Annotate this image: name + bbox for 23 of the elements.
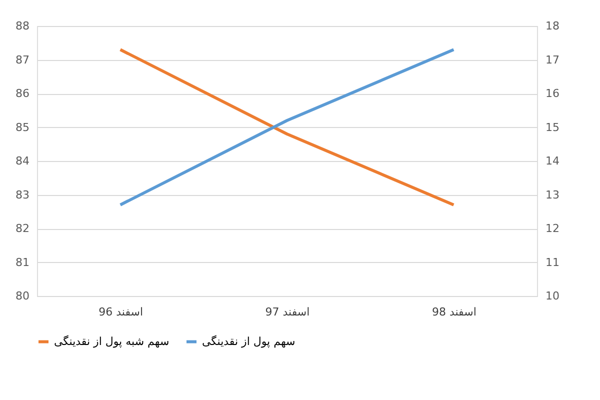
- y-tick-label: 81: [16, 256, 30, 269]
- y-tick-label: 85: [16, 120, 30, 134]
- y-tick-label: 82: [16, 222, 30, 235]
- y2-tick-label: 14: [546, 154, 560, 168]
- y2-tick-label: 10: [546, 290, 560, 302]
- y2-tick-label: 13: [546, 188, 560, 202]
- y2-tick-label: 12: [546, 222, 560, 235]
- y-tick-label: 88: [16, 20, 30, 32]
- y-tick-label: 84: [16, 154, 30, 168]
- x-tick-label: اسفند 96: [98, 306, 144, 318]
- legend-label: سهم پول از نقدینگی: [202, 334, 296, 348]
- y-tick-label: 87: [16, 53, 30, 66]
- x-tick-label: اسفند 98: [432, 306, 476, 318]
- y-tick-label: 86: [16, 87, 30, 100]
- y2-tick-label: 15: [546, 120, 560, 134]
- y-tick-label: 83: [16, 188, 30, 202]
- legend-label: سهم شبه پول از نقدینگی: [54, 334, 170, 348]
- y-tick-label: 80: [16, 290, 30, 302]
- y2-tick-label: 18: [546, 20, 560, 32]
- y2-tick-label: 11: [546, 256, 560, 269]
- y2-tick-label: 17: [546, 53, 560, 66]
- x-tick-label: اسفند 97: [265, 306, 310, 318]
- y2-tick-label: 16: [546, 87, 560, 100]
